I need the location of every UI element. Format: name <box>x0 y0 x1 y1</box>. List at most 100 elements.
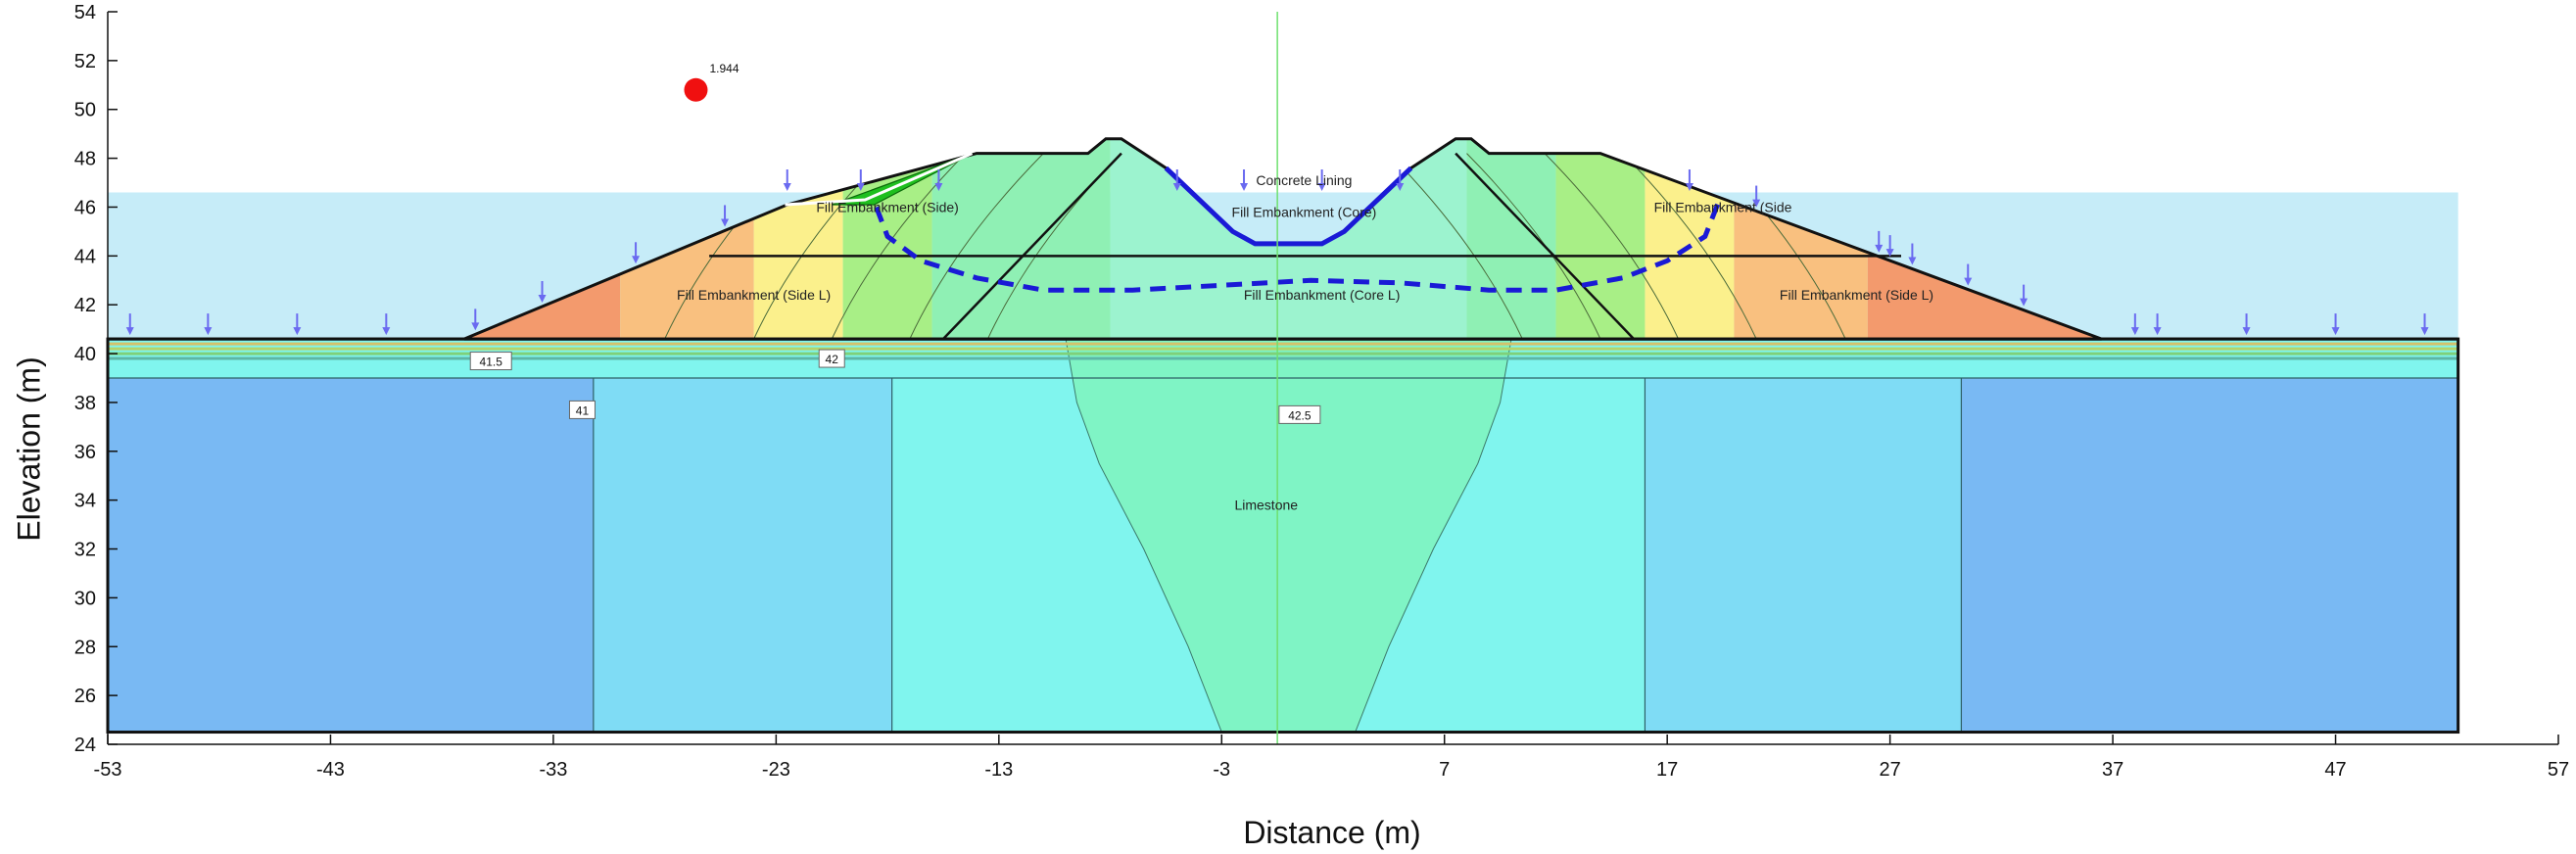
x-tick-label: -23 <box>762 759 790 781</box>
region-label: Fill Embankment (Core L) <box>1244 287 1401 303</box>
load-arrow-head <box>538 295 547 304</box>
embankment-band <box>753 138 843 340</box>
region-label: Concrete Lining <box>1256 172 1352 188</box>
load-arrow-head <box>1752 199 1761 208</box>
contour-line <box>1544 153 1680 340</box>
load-arrows <box>125 169 2429 336</box>
contour-labels: 41.5 42 41 42.5 <box>469 349 1321 424</box>
slip-wedge <box>831 153 973 206</box>
y-tick-label: 28 <box>74 637 96 658</box>
embankment-band <box>1466 138 1556 340</box>
y-tick-label: 34 <box>74 491 96 512</box>
region-labels: Fill Embankment (Side) Concrete Lining Fil… <box>677 172 1933 513</box>
load-arrow-head <box>2130 327 2139 336</box>
x-tick-label: 7 <box>1439 759 1450 781</box>
contour-label: 42.5 <box>1278 404 1321 424</box>
load-arrow-head <box>1885 249 1894 258</box>
region-label: Fill Embankment (Side L) <box>677 287 831 303</box>
contour-line <box>831 153 967 340</box>
load-arrow-head <box>2153 327 2162 336</box>
svg-text:42: 42 <box>826 353 839 366</box>
x-tick-label: 17 <box>1656 759 1678 781</box>
contour-line <box>909 153 1044 340</box>
load-arrow-head <box>783 183 791 191</box>
y-tick-label: 42 <box>74 295 96 316</box>
svg-text:41.5: 41.5 <box>480 356 503 369</box>
region-label: Fill Embankment (Side) <box>816 199 959 214</box>
y-axis-title: Elevation (m) <box>11 356 47 542</box>
contour-label: 41.5 <box>469 352 512 371</box>
load-arrow-head <box>2242 327 2251 336</box>
load-arrow-head <box>471 322 480 331</box>
y-tick-label: 38 <box>74 393 96 414</box>
load-arrow-head <box>632 256 641 264</box>
x-tick-label: -43 <box>316 759 345 781</box>
load-arrow-head <box>125 327 134 336</box>
contour-label: 42 <box>818 349 845 368</box>
x-tick-label: -13 <box>984 759 1013 781</box>
embankment-band <box>1645 138 1735 340</box>
svg-text:41: 41 <box>576 403 590 417</box>
load-arrow-head <box>2420 327 2429 336</box>
y-tick-label: 48 <box>74 149 96 170</box>
x-tick-label: -33 <box>539 759 567 781</box>
load-arrow-head <box>856 183 865 191</box>
y-tick-label: 32 <box>74 540 96 561</box>
factor-of-safety-label: 1.944 <box>709 62 739 75</box>
y-tick-label: 52 <box>74 51 96 72</box>
svg-text:42.5: 42.5 <box>1288 408 1312 422</box>
foundation-band <box>1961 378 2458 733</box>
x-tick-label: 57 <box>2548 759 2569 781</box>
concrete-lining <box>1164 166 1413 247</box>
x-tick-label: 27 <box>1880 759 1901 781</box>
load-arrow-head <box>1875 244 1884 253</box>
x-tick-label: -53 <box>94 759 122 781</box>
load-arrow-head <box>2331 327 2340 336</box>
load-arrow-head <box>1240 183 1249 191</box>
slip-wedge-outline <box>785 152 974 207</box>
load-arrow-head <box>2020 298 2028 307</box>
foundation-band <box>108 378 594 733</box>
x-tick-label: 37 <box>2102 759 2123 781</box>
x-tick-label: -3 <box>1213 759 1230 781</box>
y-tick-label: 50 <box>74 100 96 121</box>
y-tick-label: 46 <box>74 197 96 218</box>
limestone-foundation <box>106 337 2460 735</box>
critical-point: 1.944 <box>684 62 739 102</box>
load-arrow-head <box>1396 183 1405 191</box>
load-arrow-head <box>204 327 213 336</box>
axes: -53 -43 -33 -23 -13 -3 7 17 27 37 47 57 24 26 28 30 32 34… <box>74 2 2569 781</box>
load-arrow-head <box>1172 183 1181 191</box>
core-boundary-left <box>942 152 1122 340</box>
x-tick-label: 47 <box>2324 759 2346 781</box>
y-tick-label: 54 <box>74 2 96 24</box>
region-label: Fill Embankment (Side L) <box>1780 287 1933 303</box>
embankment-band <box>931 138 1111 340</box>
contour-line <box>1622 153 1757 340</box>
load-arrow-head <box>934 183 943 191</box>
y-tick-label: 26 <box>74 686 96 707</box>
y-tick-label: 44 <box>74 246 96 267</box>
region-label: Fill Embankment (Side <box>1654 199 1792 214</box>
x-axis-title: Distance (m) <box>1243 815 1421 850</box>
region-label: Fill Embankment (Core) <box>1232 204 1377 219</box>
foundation-band <box>593 378 892 733</box>
foundation-band <box>1645 378 1962 733</box>
y-tick-label: 36 <box>74 442 96 463</box>
core-boundary-right <box>1455 152 1635 340</box>
contour-line <box>1388 153 1523 340</box>
load-arrow-head <box>1908 257 1917 265</box>
y-tick-label: 24 <box>74 735 96 756</box>
load-arrow-head <box>1964 277 1973 286</box>
region-label: Limestone <box>1234 498 1298 513</box>
load-arrow-head <box>721 218 730 227</box>
y-tick-label: 30 <box>74 588 96 609</box>
y-tick-label: 40 <box>74 344 96 365</box>
critical-point-marker <box>684 77 708 102</box>
contour-label: 41 <box>568 400 596 419</box>
slip-surface <box>785 152 1721 293</box>
load-arrow-head <box>1685 183 1693 191</box>
load-arrow-head <box>382 327 391 336</box>
